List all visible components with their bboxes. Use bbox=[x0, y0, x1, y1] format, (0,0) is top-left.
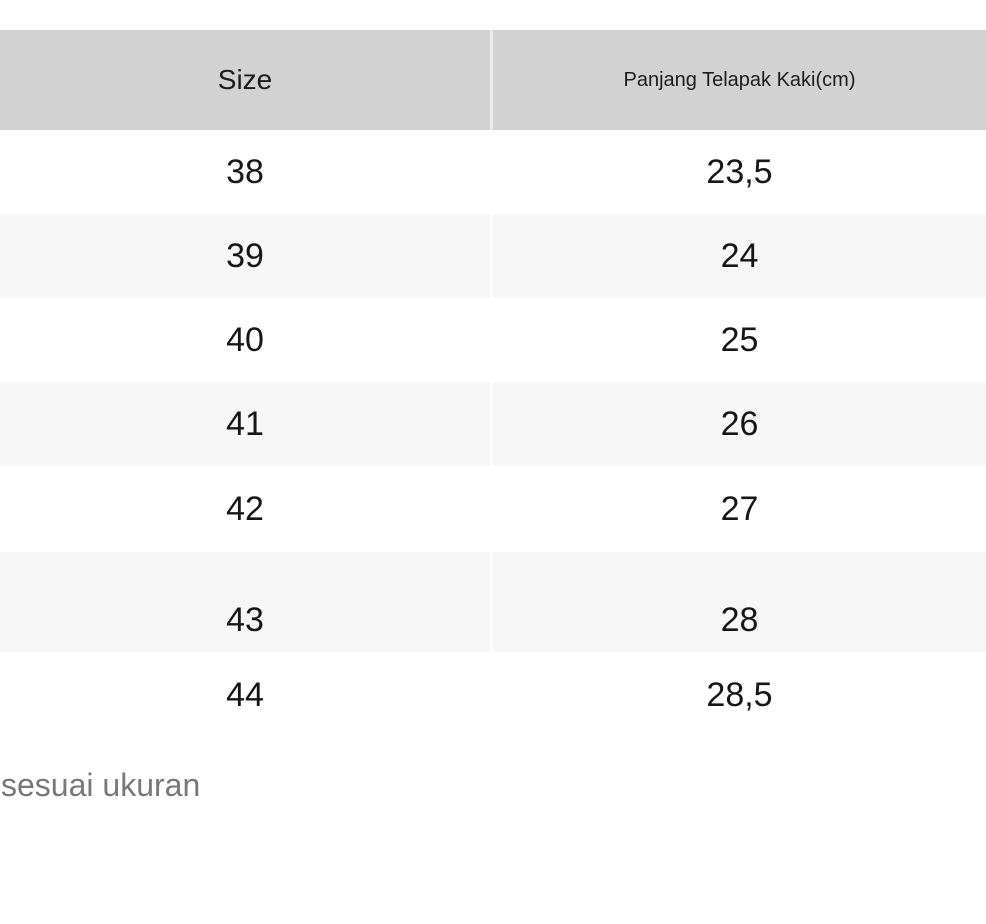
foot-length-cell: 28 bbox=[720, 601, 759, 639]
table-row: 42 27 bbox=[0, 466, 986, 552]
size-cell: 39 bbox=[0, 214, 493, 298]
table-row: 41 26 bbox=[0, 382, 986, 466]
table-header: Size Panjang Telapak Kaki(cm) bbox=[0, 30, 986, 130]
size-chart-table: Size Panjang Telapak Kaki(cm) 38 23,5 39 24… bbox=[0, 30, 986, 738]
table-row: 38 23,5 bbox=[0, 130, 986, 214]
table-row: 39 24 bbox=[0, 214, 986, 298]
foot-length-cell: 25 bbox=[720, 320, 759, 359]
size-cell: 44 bbox=[0, 652, 493, 738]
size-cell: 40 bbox=[0, 298, 493, 382]
table-row: 43 28 bbox=[0, 552, 986, 652]
table-row: 40 25 bbox=[0, 298, 986, 382]
note-sesuai-ukuran: sesuai ukuran bbox=[1, 767, 201, 803]
size-cell: 41 bbox=[0, 382, 493, 466]
table-body: 38 23,5 39 24 40 25 41 26 42 27 43 28 44 28,5 bbox=[0, 130, 986, 738]
foot-length-cell: 24 bbox=[720, 236, 759, 275]
foot-length-cell: 23,5 bbox=[706, 152, 773, 191]
size-cell: 42 bbox=[0, 466, 493, 552]
header-row: Size Panjang Telapak Kaki(cm) bbox=[0, 30, 986, 130]
foot-length-cell: 28,5 bbox=[706, 675, 773, 714]
column-header-size: Size bbox=[0, 30, 493, 130]
size-cell: 43 bbox=[0, 552, 493, 652]
table-row: 44 28,5 bbox=[0, 652, 986, 738]
column-header-foot-length: Panjang Telapak Kaki(cm) bbox=[493, 30, 986, 130]
foot-length-cell: 26 bbox=[720, 404, 759, 443]
foot-length-cell: 27 bbox=[720, 489, 759, 528]
size-cell: 38 bbox=[0, 130, 493, 214]
